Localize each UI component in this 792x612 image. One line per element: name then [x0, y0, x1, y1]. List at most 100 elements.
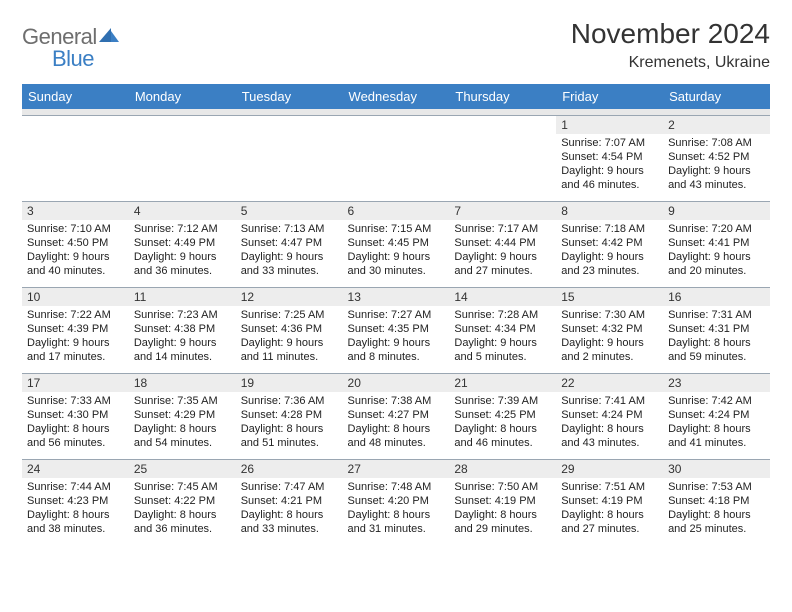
day-cell — [22, 115, 129, 201]
daylight-text: Daylight: 9 hours and 30 minutes. — [348, 250, 445, 278]
logo: General Blue — [22, 18, 119, 72]
logo-text: General Blue — [22, 24, 119, 72]
day-cell: 3Sunrise: 7:10 AMSunset: 4:50 PMDaylight… — [22, 201, 129, 287]
day-cell: 24Sunrise: 7:44 AMSunset: 4:23 PMDayligh… — [22, 459, 129, 545]
sunrise-text: Sunrise: 7:42 AM — [668, 394, 765, 408]
daylight-text: Daylight: 8 hours and 29 minutes. — [454, 508, 551, 536]
sunrise-text: Sunrise: 7:41 AM — [561, 394, 658, 408]
sunrise-text: Sunrise: 7:17 AM — [454, 222, 551, 236]
sunset-text: Sunset: 4:34 PM — [454, 322, 551, 336]
day-number: 3 — [22, 202, 129, 220]
day-number — [449, 116, 556, 134]
day-cell: 14Sunrise: 7:28 AMSunset: 4:34 PMDayligh… — [449, 287, 556, 373]
day-info: Sunrise: 7:50 AMSunset: 4:19 PMDaylight:… — [449, 478, 556, 540]
daylight-text: Daylight: 8 hours and 27 minutes. — [561, 508, 658, 536]
page-title: November 2024 — [571, 18, 770, 50]
day-info: Sunrise: 7:36 AMSunset: 4:28 PMDaylight:… — [236, 392, 343, 454]
weekday-header: Sunday — [22, 84, 129, 109]
day-number: 17 — [22, 374, 129, 392]
day-number: 4 — [129, 202, 236, 220]
day-number: 8 — [556, 202, 663, 220]
sunrise-text: Sunrise: 7:53 AM — [668, 480, 765, 494]
day-info: Sunrise: 7:15 AMSunset: 4:45 PMDaylight:… — [343, 220, 450, 282]
day-cell: 16Sunrise: 7:31 AMSunset: 4:31 PMDayligh… — [663, 287, 770, 373]
calendar-table: Sunday Monday Tuesday Wednesday Thursday… — [22, 84, 770, 545]
day-number: 9 — [663, 202, 770, 220]
day-cell: 25Sunrise: 7:45 AMSunset: 4:22 PMDayligh… — [129, 459, 236, 545]
day-info: Sunrise: 7:27 AMSunset: 4:35 PMDaylight:… — [343, 306, 450, 368]
day-info: Sunrise: 7:25 AMSunset: 4:36 PMDaylight:… — [236, 306, 343, 368]
day-cell — [129, 115, 236, 201]
sunrise-text: Sunrise: 7:30 AM — [561, 308, 658, 322]
daylight-text: Daylight: 9 hours and 8 minutes. — [348, 336, 445, 364]
day-number — [236, 116, 343, 134]
calendar-week-row: 10Sunrise: 7:22 AMSunset: 4:39 PMDayligh… — [22, 287, 770, 373]
day-cell: 30Sunrise: 7:53 AMSunset: 4:18 PMDayligh… — [663, 459, 770, 545]
day-info: Sunrise: 7:33 AMSunset: 4:30 PMDaylight:… — [22, 392, 129, 454]
day-info: Sunrise: 7:30 AMSunset: 4:32 PMDaylight:… — [556, 306, 663, 368]
sunrise-text: Sunrise: 7:10 AM — [27, 222, 124, 236]
daylight-text: Daylight: 9 hours and 20 minutes. — [668, 250, 765, 278]
daylight-text: Daylight: 9 hours and 46 minutes. — [561, 164, 658, 192]
sunrise-text: Sunrise: 7:12 AM — [134, 222, 231, 236]
sunset-text: Sunset: 4:28 PM — [241, 408, 338, 422]
logo-sail-icon — [99, 28, 119, 44]
weekday-header: Friday — [556, 84, 663, 109]
sunset-text: Sunset: 4:38 PM — [134, 322, 231, 336]
day-number: 5 — [236, 202, 343, 220]
day-info: Sunrise: 7:22 AMSunset: 4:39 PMDaylight:… — [22, 306, 129, 368]
day-cell: 5Sunrise: 7:13 AMSunset: 4:47 PMDaylight… — [236, 201, 343, 287]
sunset-text: Sunset: 4:39 PM — [27, 322, 124, 336]
sunrise-text: Sunrise: 7:48 AM — [348, 480, 445, 494]
day-cell: 8Sunrise: 7:18 AMSunset: 4:42 PMDaylight… — [556, 201, 663, 287]
day-number: 18 — [129, 374, 236, 392]
day-info: Sunrise: 7:47 AMSunset: 4:21 PMDaylight:… — [236, 478, 343, 540]
sunset-text: Sunset: 4:44 PM — [454, 236, 551, 250]
day-info: Sunrise: 7:13 AMSunset: 4:47 PMDaylight:… — [236, 220, 343, 282]
daylight-text: Daylight: 9 hours and 5 minutes. — [454, 336, 551, 364]
daylight-text: Daylight: 8 hours and 56 minutes. — [27, 422, 124, 450]
day-number: 16 — [663, 288, 770, 306]
sunrise-text: Sunrise: 7:35 AM — [134, 394, 231, 408]
daylight-text: Daylight: 8 hours and 43 minutes. — [561, 422, 658, 450]
daylight-text: Daylight: 8 hours and 25 minutes. — [668, 508, 765, 536]
day-cell: 17Sunrise: 7:33 AMSunset: 4:30 PMDayligh… — [22, 373, 129, 459]
day-number: 12 — [236, 288, 343, 306]
day-number: 27 — [343, 460, 450, 478]
daylight-text: Daylight: 9 hours and 36 minutes. — [134, 250, 231, 278]
day-info: Sunrise: 7:08 AMSunset: 4:52 PMDaylight:… — [663, 134, 770, 196]
sunrise-text: Sunrise: 7:25 AM — [241, 308, 338, 322]
day-number — [22, 116, 129, 134]
day-info: Sunrise: 7:17 AMSunset: 4:44 PMDaylight:… — [449, 220, 556, 282]
day-number: 22 — [556, 374, 663, 392]
day-number: 23 — [663, 374, 770, 392]
day-cell: 26Sunrise: 7:47 AMSunset: 4:21 PMDayligh… — [236, 459, 343, 545]
daylight-text: Daylight: 9 hours and 27 minutes. — [454, 250, 551, 278]
daylight-text: Daylight: 8 hours and 41 minutes. — [668, 422, 765, 450]
sunset-text: Sunset: 4:42 PM — [561, 236, 658, 250]
sunset-text: Sunset: 4:18 PM — [668, 494, 765, 508]
day-cell: 12Sunrise: 7:25 AMSunset: 4:36 PMDayligh… — [236, 287, 343, 373]
sunrise-text: Sunrise: 7:38 AM — [348, 394, 445, 408]
sunrise-text: Sunrise: 7:18 AM — [561, 222, 658, 236]
day-number — [129, 116, 236, 134]
sunset-text: Sunset: 4:52 PM — [668, 150, 765, 164]
day-cell: 27Sunrise: 7:48 AMSunset: 4:20 PMDayligh… — [343, 459, 450, 545]
day-info: Sunrise: 7:39 AMSunset: 4:25 PMDaylight:… — [449, 392, 556, 454]
calendar-page: General Blue November 2024 Kremenets, Uk… — [0, 0, 792, 612]
sunrise-text: Sunrise: 7:20 AM — [668, 222, 765, 236]
sunrise-text: Sunrise: 7:07 AM — [561, 136, 658, 150]
sunset-text: Sunset: 4:32 PM — [561, 322, 658, 336]
sunset-text: Sunset: 4:41 PM — [668, 236, 765, 250]
day-info: Sunrise: 7:18 AMSunset: 4:42 PMDaylight:… — [556, 220, 663, 282]
daylight-text: Daylight: 9 hours and 17 minutes. — [27, 336, 124, 364]
daylight-text: Daylight: 9 hours and 2 minutes. — [561, 336, 658, 364]
day-cell: 29Sunrise: 7:51 AMSunset: 4:19 PMDayligh… — [556, 459, 663, 545]
daylight-text: Daylight: 9 hours and 33 minutes. — [241, 250, 338, 278]
weekday-header: Saturday — [663, 84, 770, 109]
sunrise-text: Sunrise: 7:50 AM — [454, 480, 551, 494]
day-cell — [449, 115, 556, 201]
sunrise-text: Sunrise: 7:33 AM — [27, 394, 124, 408]
day-number: 1 — [556, 116, 663, 134]
daylight-text: Daylight: 8 hours and 31 minutes. — [348, 508, 445, 536]
